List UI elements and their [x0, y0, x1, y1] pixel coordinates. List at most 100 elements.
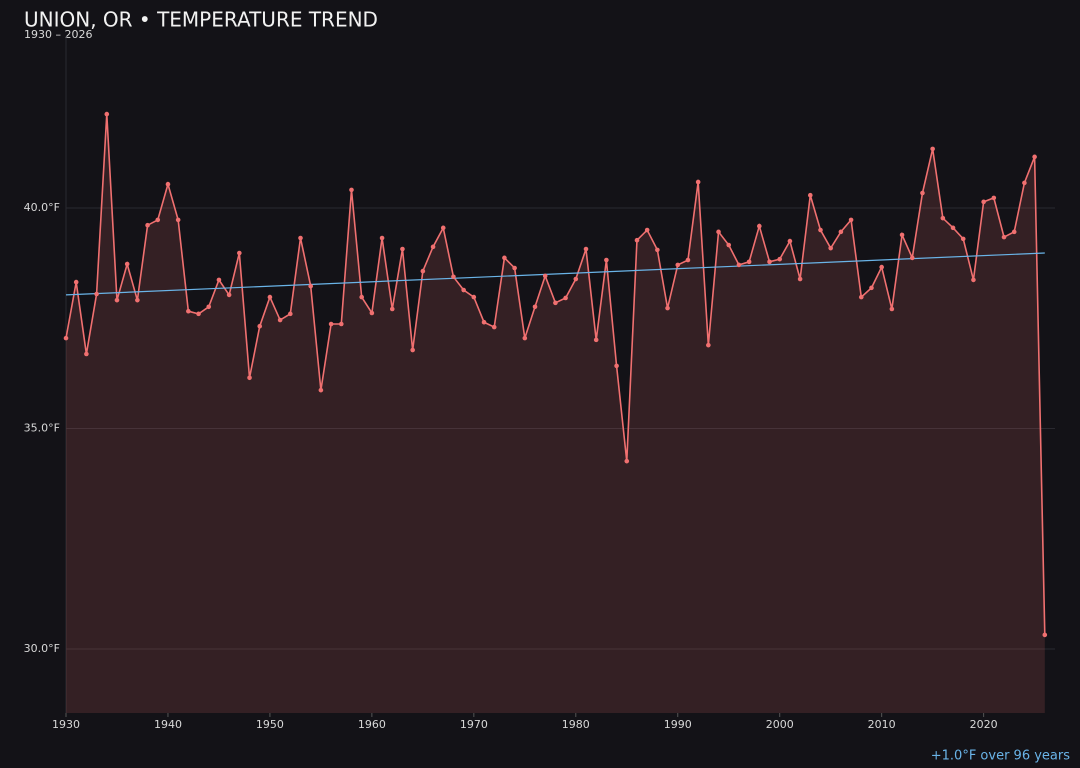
x-tick-label: 1990	[664, 718, 692, 731]
point	[593, 337, 599, 343]
point	[165, 181, 171, 187]
x-tick-label: 1940	[154, 718, 182, 731]
point	[726, 242, 732, 248]
point	[991, 195, 997, 201]
point	[338, 321, 344, 327]
point	[114, 297, 120, 303]
point	[930, 146, 935, 152]
y-tick-label: 40.0°F	[24, 201, 60, 214]
point	[624, 458, 630, 464]
point	[145, 222, 150, 228]
trend-line	[65, 252, 1045, 296]
point	[1011, 229, 1017, 235]
point	[349, 187, 354, 193]
point	[104, 111, 110, 117]
point	[542, 273, 548, 279]
point	[389, 306, 395, 312]
point	[461, 287, 466, 293]
point	[858, 294, 864, 300]
point	[451, 274, 456, 280]
point	[308, 283, 314, 289]
point	[318, 387, 324, 393]
point	[889, 306, 895, 312]
point	[481, 319, 487, 325]
chart-subtitle: 1930 – 2026	[24, 28, 92, 41]
point	[818, 227, 823, 233]
x-tick-label: 1980	[562, 718, 590, 731]
point	[706, 342, 711, 348]
point	[471, 294, 477, 300]
point	[1001, 234, 1007, 240]
point	[298, 235, 303, 241]
point	[807, 192, 813, 198]
point	[787, 238, 793, 244]
point	[675, 262, 681, 268]
point	[328, 321, 334, 327]
point	[767, 259, 772, 265]
point	[84, 351, 89, 357]
point	[960, 236, 966, 242]
point	[247, 375, 252, 381]
area	[66, 114, 1045, 713]
trend-annotation: +1.0°F over 96 years	[931, 749, 1070, 764]
point	[522, 335, 528, 341]
point	[73, 279, 79, 285]
x-tick-label: 2010	[868, 718, 896, 731]
point	[665, 305, 670, 311]
point	[512, 265, 517, 271]
point	[369, 310, 375, 316]
point	[400, 246, 405, 252]
point	[206, 304, 212, 310]
point	[267, 294, 273, 300]
y-tick-label: 30.0°F	[24, 642, 60, 655]
x-tick-label: 1930	[52, 718, 80, 731]
point	[1022, 180, 1027, 186]
point	[94, 291, 99, 297]
point	[746, 259, 752, 265]
chart-title: UNION, OR • TEMPERATURE TREND	[24, 8, 378, 32]
point	[604, 257, 609, 263]
point	[379, 235, 385, 241]
point	[909, 255, 915, 261]
point	[797, 276, 803, 282]
point	[440, 225, 446, 231]
point	[869, 285, 874, 291]
point	[950, 225, 956, 231]
point	[124, 261, 130, 267]
point	[971, 277, 976, 283]
point	[573, 276, 579, 282]
point	[155, 217, 161, 223]
point	[430, 244, 436, 250]
point	[216, 277, 222, 283]
x-tick-label: 1950	[256, 718, 284, 731]
point	[777, 256, 783, 262]
point	[420, 268, 426, 274]
point	[1032, 154, 1037, 160]
point	[257, 323, 263, 329]
point	[410, 347, 415, 353]
point	[899, 232, 905, 238]
point	[614, 363, 619, 369]
point	[655, 247, 660, 253]
point	[196, 311, 201, 317]
point	[695, 179, 701, 185]
point	[277, 317, 283, 323]
point	[879, 264, 884, 270]
point	[583, 246, 589, 252]
point	[63, 335, 69, 341]
point	[359, 294, 364, 300]
point	[226, 292, 232, 298]
x-tick-label: 2000	[766, 718, 794, 731]
point	[940, 215, 946, 221]
point	[838, 229, 844, 235]
point	[135, 297, 140, 303]
point	[644, 227, 650, 233]
point	[237, 250, 242, 256]
point	[828, 245, 833, 251]
point	[491, 324, 497, 330]
point	[757, 223, 762, 229]
point	[532, 304, 538, 310]
